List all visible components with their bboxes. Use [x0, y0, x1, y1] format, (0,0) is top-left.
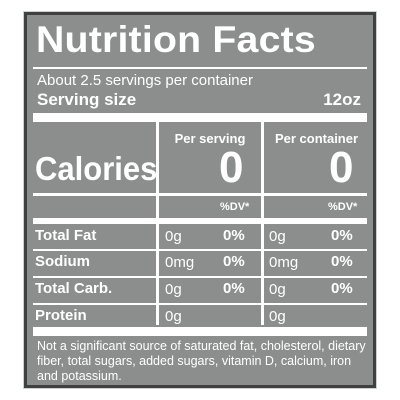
nutrient-container-amount: 0mg [269, 254, 299, 271]
nutrient-serving-amount: 0g [165, 281, 182, 298]
label-title: Nutrition Facts [36, 19, 316, 60]
nutrient-container-dv: 0% [331, 280, 353, 297]
servings-per-container: About 2.5 servings per container [37, 72, 253, 89]
nutrient-serving-amount: 0g [165, 228, 182, 245]
nutrient-container-amount: 0g [269, 228, 286, 245]
serving-size-label: Serving size [37, 90, 137, 109]
nutrient-serving-dv: 0% [223, 253, 245, 270]
calories-label: Calories [35, 150, 158, 187]
nutrition-facts-label: Nutrition Facts About 2.5 servings per c… [23, 11, 377, 389]
title-divider [33, 67, 367, 69]
nutrient-container-amount: 0g [269, 281, 286, 298]
nutrient-serving-amount: 0mg [165, 254, 195, 271]
calories-per-serving: 0 [219, 143, 244, 192]
row-divider [33, 303, 367, 305]
nutrient-container-dv: 0% [331, 253, 353, 270]
nutrient-serving-dv: 0% [223, 227, 245, 244]
nutrient-name: Sodium [35, 253, 90, 270]
row-divider [33, 276, 367, 278]
nutrient-container-amount: 0g [269, 308, 286, 325]
thick-divider [33, 113, 367, 122]
nutrient-name: Protein [35, 307, 87, 324]
nutrient-name: Total Carb. [35, 280, 113, 297]
per-serving-header: Per serving [174, 131, 246, 146]
per-container-header: Per container [274, 131, 359, 146]
footnote: Not a significant source of saturated fa… [37, 339, 366, 383]
nutrient-serving-amount: 0g [165, 308, 182, 325]
dv-header-serving: %DV* [220, 201, 250, 213]
nutrient-serving-dv: 0% [223, 280, 245, 297]
serving-size-value: 12oz [323, 90, 361, 109]
nutrient-name: Total Fat [35, 227, 97, 244]
nutrient-container-dv: 0% [331, 227, 353, 244]
calories-divider [33, 193, 367, 196]
calories-per-container: 0 [329, 143, 354, 192]
footnote-divider [33, 327, 367, 336]
row-divider [33, 249, 367, 251]
dv-divider [33, 218, 367, 224]
dv-header-container: %DV* [328, 201, 358, 213]
